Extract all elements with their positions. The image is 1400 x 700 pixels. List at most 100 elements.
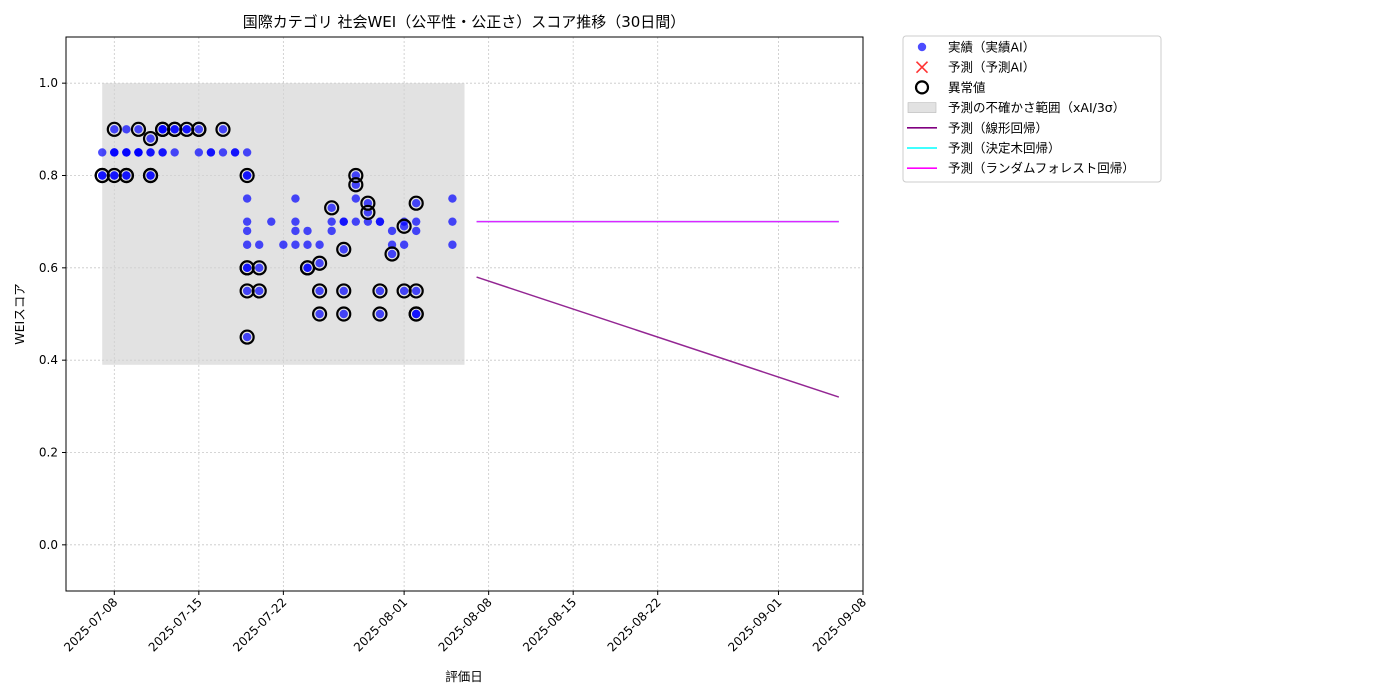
actual-point	[218, 148, 228, 157]
actual-point	[255, 286, 264, 296]
x-tick-label: 2025-08-15	[520, 595, 579, 654]
actual-point	[242, 286, 252, 296]
y-tick-label: 1.0	[39, 76, 58, 90]
anomaly-marker	[191, 121, 207, 137]
actual-point	[242, 148, 252, 157]
legend-cross-swatch	[915, 61, 929, 74]
actual-point	[134, 125, 143, 134]
actual-point	[375, 309, 385, 319]
actual-point	[170, 125, 179, 134]
x-tick-label: 2025-08-08	[436, 595, 495, 654]
actual-point	[291, 226, 300, 236]
forecast-lines	[476, 220, 840, 398]
anomaly-marker	[360, 204, 376, 221]
actual-point	[351, 217, 361, 226]
actual-point	[448, 240, 457, 249]
actual-point	[315, 309, 324, 319]
actual-point	[110, 148, 119, 157]
actual-point	[122, 171, 131, 180]
anomaly-marker	[118, 167, 134, 184]
legend-label: 予測（予測AI）	[948, 60, 1035, 75]
anomaly-marker	[336, 241, 352, 257]
anomaly-marker	[372, 283, 388, 299]
actual-point	[399, 240, 409, 249]
anomaly-marker	[408, 306, 424, 322]
actual-point	[339, 245, 348, 254]
legend-label: 予測（ランダムフォレスト回帰）	[948, 161, 1135, 176]
actual-point	[339, 217, 348, 226]
anomaly-marker	[360, 195, 376, 211]
x-axis-label: 評価日	[445, 669, 483, 684]
actual-point	[242, 226, 252, 236]
anomaly-marker	[239, 329, 255, 345]
actual-point	[158, 125, 167, 134]
actual-point	[411, 309, 421, 319]
actual-point	[122, 125, 131, 134]
actual-point	[339, 286, 348, 296]
actual-point	[242, 263, 252, 273]
actual-point	[230, 148, 240, 157]
actual-point	[218, 125, 228, 134]
actual-point	[242, 332, 252, 342]
plot-frame	[65, 36, 864, 592]
legend-ring-swatch	[914, 80, 930, 95]
anomaly-marker	[251, 260, 267, 276]
anomaly-marker	[142, 130, 159, 147]
actual-point	[315, 286, 324, 296]
anomaly-marker	[251, 283, 267, 299]
actual-point	[98, 171, 107, 180]
actual-point	[327, 226, 336, 236]
actual-point	[146, 171, 155, 180]
actual-point	[146, 148, 155, 157]
anomaly-marker	[336, 283, 352, 299]
forecast-line	[476, 276, 840, 398]
actual-point	[339, 309, 348, 319]
actual-point	[291, 217, 300, 226]
actual-point	[146, 134, 155, 143]
legend-label: 実績（実績AI）	[948, 40, 1035, 55]
actual-point	[387, 226, 397, 236]
anomaly-marker	[408, 195, 424, 211]
actual-point	[327, 203, 336, 213]
actual-point	[110, 171, 119, 180]
x-tick-label: 2025-07-22	[230, 595, 289, 654]
actual-point	[315, 259, 324, 268]
actual-point	[387, 249, 397, 259]
legend-label: 予測の不確かさ範囲（xAI/3σ）	[948, 100, 1125, 115]
actual-point	[375, 286, 385, 296]
actual-point	[303, 226, 312, 236]
chart-title: 国際カテゴリ 社会WEI（公平性・公正さ）スコア推移（30日間）	[243, 13, 686, 31]
actual-point	[303, 263, 312, 273]
actual-point	[411, 226, 421, 236]
actual-point	[98, 148, 107, 157]
legend-frame	[902, 35, 1162, 183]
legend-label: 予測（決定木回帰）	[948, 141, 1061, 156]
actual-point	[291, 240, 300, 249]
actual-point	[448, 194, 457, 203]
anomaly-marker	[239, 167, 255, 184]
actual-point	[170, 148, 179, 157]
anomaly-marker	[311, 283, 328, 299]
actual-point	[110, 125, 119, 134]
actual-point	[134, 148, 143, 157]
actual-point	[122, 148, 131, 157]
y-tick-label: 0.0	[39, 538, 58, 552]
actual-point	[411, 199, 421, 208]
actual-point	[242, 217, 252, 226]
actual-point	[267, 217, 276, 226]
x-tick-label: 2025-09-08	[810, 595, 869, 654]
y-tick-label: 0.4	[39, 353, 58, 367]
anomaly-marker	[215, 121, 231, 137]
x-tick-label: 2025-09-01	[725, 595, 784, 654]
x-tick-label: 2025-07-08	[61, 595, 120, 654]
actual-points	[98, 125, 457, 342]
actual-point	[315, 240, 324, 249]
anomaly-marker	[384, 246, 400, 262]
x-tick-label: 2025-08-01	[351, 595, 410, 654]
legend-band-swatch	[907, 102, 937, 113]
actual-point	[279, 240, 288, 249]
anomaly-marker	[311, 255, 328, 271]
anomaly-marker	[130, 121, 147, 137]
actual-point	[242, 240, 252, 249]
